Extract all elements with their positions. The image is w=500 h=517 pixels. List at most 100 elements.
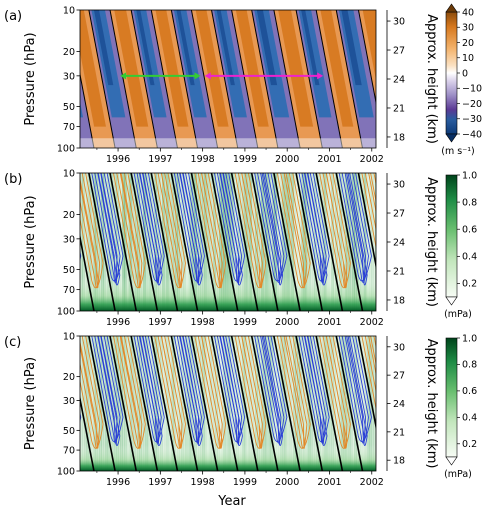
gw-streak (241, 173, 245, 311)
zero-wind-contour (357, 173, 376, 270)
gw-streak (281, 173, 285, 311)
zero-wind-contour (170, 336, 199, 471)
gw-streak (365, 173, 369, 311)
zero-wind-contour (315, 173, 344, 311)
zero-wind-contour (80, 71, 95, 148)
zero-wind-contour (80, 394, 95, 471)
zero-wind-contour (210, 173, 239, 311)
gw-streak (177, 336, 181, 471)
y-tick-label: 10 (63, 6, 75, 17)
y-axis-title: Pressure (hPa) (23, 357, 38, 450)
gw-streak (264, 173, 268, 311)
panel-b: 1996 1997 1998 1999 2000 2001 2002 10 20 30 50 70 10… (4, 169, 477, 329)
gw-streak (127, 173, 131, 311)
gw-streak (230, 173, 234, 311)
gw-streak (135, 336, 139, 471)
gw-streak (209, 173, 213, 311)
westerly-core-band (235, 10, 269, 127)
gw-streak (215, 173, 219, 311)
x-tick-label: 1996 (106, 477, 130, 488)
gw-streak (306, 336, 310, 471)
colorbar: 40 30 20 10 0 −10 −20 −30 −40 (m s⁻¹) (441, 3, 482, 157)
gw-streak (277, 173, 281, 311)
gw-streak (118, 336, 122, 471)
colorbar-unit: (m s⁻¹) (441, 146, 474, 157)
gw-streak (298, 173, 302, 311)
colorbar-scale (445, 174, 458, 298)
colorbar-extend-top (445, 3, 458, 13)
easterly-wind-contour (346, 336, 368, 447)
colorbar-extend-bottom (445, 296, 458, 306)
gw-streak (340, 336, 344, 471)
gw-streak (340, 173, 344, 311)
gw-streak (110, 173, 114, 311)
easterly-wind-contour (219, 336, 243, 447)
gw-streak (333, 336, 337, 471)
gw-streak (104, 173, 108, 311)
gw-streak (218, 336, 222, 471)
gw-streak (251, 336, 255, 471)
gw-streak (352, 336, 356, 471)
gw-streak (91, 336, 95, 471)
gw-streak (245, 336, 249, 471)
westerly-core-band (155, 10, 189, 127)
x-tick-label: 1999 (233, 477, 257, 488)
y-tick-label: 30 (63, 71, 75, 82)
colorbar-tick-label: 0 (462, 68, 468, 79)
gw-streak (99, 336, 103, 471)
easterly-wind-contour (261, 173, 284, 286)
gw-streak (178, 173, 182, 311)
gw-streak (87, 173, 91, 311)
x-tick-label: 2001 (317, 154, 341, 165)
gw-streak (146, 336, 150, 471)
gw-streak (237, 173, 241, 311)
gw-streak (165, 173, 169, 311)
y-tick-label: 20 (63, 47, 75, 58)
gw-streak (342, 173, 346, 311)
easterly-wind-contour (97, 336, 121, 447)
zero-wind-contour (357, 336, 376, 431)
gw-streak (336, 336, 340, 471)
gw-streak (163, 336, 167, 471)
gw-streak (357, 336, 361, 471)
gw-streak (144, 173, 148, 311)
gw-streak (161, 173, 165, 311)
y-tick-label: 70 (63, 285, 75, 296)
gw-streak (268, 336, 272, 471)
gw-streak (302, 173, 306, 311)
gw-streak (137, 336, 141, 471)
zero-wind-contour (230, 336, 259, 471)
easterly-max-band (341, 10, 362, 86)
gw-streak (323, 173, 327, 311)
gw-streak (165, 336, 169, 471)
gw-streak (85, 173, 89, 311)
gw-streak (104, 336, 108, 471)
y-tick-label: 10 (63, 332, 75, 343)
westerly-wind-contour (80, 339, 99, 449)
gw-streak (287, 336, 291, 471)
zero-wind-contour (295, 173, 324, 311)
gw-streak (277, 336, 281, 471)
gw-streak (314, 336, 318, 471)
panel-c: 1996 1997 1998 1999 2000 2001 2002 10 20 30 50 70 10… (4, 332, 477, 489)
gw-streak (224, 336, 228, 471)
westerly-wind-contour (241, 173, 263, 289)
gw-streak (127, 336, 131, 471)
gw-streak (91, 173, 95, 311)
easterly-wind-contour (179, 173, 203, 286)
x-tick-label: 1996 (106, 317, 130, 328)
x-tick-label: 2001 (317, 477, 341, 488)
gw-streak (196, 336, 200, 471)
colorbar-scale (445, 11, 458, 135)
colorbar-extend-bottom (445, 133, 458, 143)
x-tick-label: 2002 (360, 477, 384, 488)
x-tick-label: 2002 (360, 317, 384, 328)
gw-streak (140, 173, 144, 311)
plot-frame (79, 9, 377, 149)
gw-streak (251, 173, 255, 311)
height-tick-label: 21 (393, 103, 405, 114)
gw-streak (245, 173, 249, 311)
x-tick-label: 2000 (275, 154, 299, 165)
gw-streak (249, 336, 253, 471)
gw-streak (209, 336, 213, 471)
